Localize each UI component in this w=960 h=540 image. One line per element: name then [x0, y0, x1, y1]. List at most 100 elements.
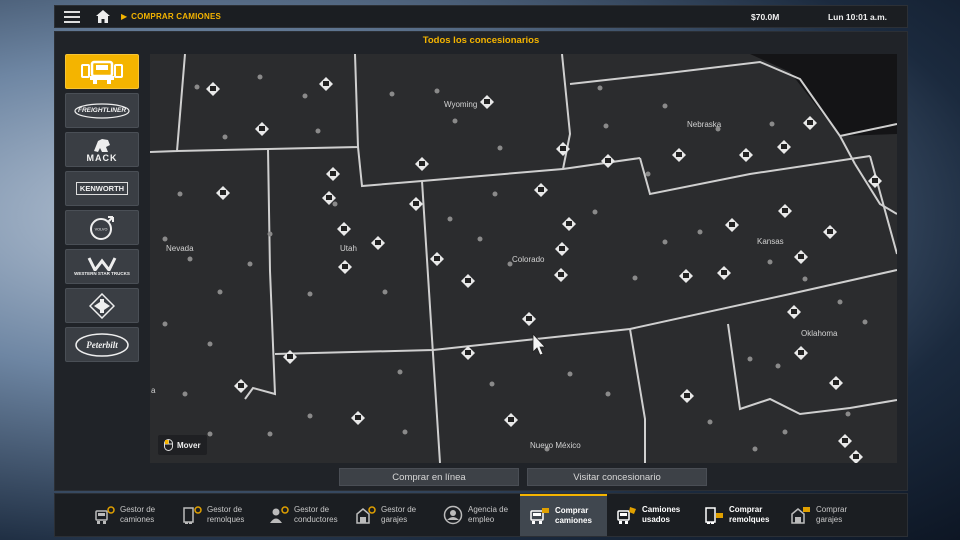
dealer-pin-icon[interactable] [326, 167, 340, 181]
menu-icon[interactable] [55, 5, 89, 28]
dealer-pin-icon[interactable] [337, 222, 351, 236]
home-icon[interactable] [89, 5, 117, 28]
dealer-pin-icon[interactable] [554, 268, 568, 282]
nav-truck-manager[interactable]: Gestor de camiones [85, 494, 172, 536]
buy-truck-icon [530, 508, 549, 524]
dealer-pin-icon[interactable] [794, 346, 808, 360]
brand-filter-freightliner[interactable]: FREIGHTLINER [65, 93, 139, 128]
dealer-pin-icon[interactable] [823, 225, 837, 239]
mover-label: Mover [177, 440, 201, 450]
mouse-icon [164, 439, 173, 451]
peterbilt-logo-icon [75, 332, 129, 357]
dealer-pin-icon[interactable] [216, 186, 230, 200]
nav-label: Gestor de garajes [381, 505, 417, 524]
brand-label: WESTERN STAR TRUCKS [74, 271, 130, 276]
nav-garage-manager[interactable]: Gestor de garajes [346, 494, 433, 536]
dealer-pin-icon[interactable] [234, 379, 248, 393]
brand-filter-volvo[interactable]: VOLVO [65, 210, 139, 245]
dealer-pin-icon[interactable] [777, 140, 791, 154]
dealer-pin-icon[interactable] [562, 217, 576, 231]
brand-label: MACK [86, 152, 118, 163]
dealer-pin-icon[interactable] [255, 122, 269, 136]
dealer-pin-icon[interactable] [461, 346, 475, 360]
dealer-pin-icon[interactable] [319, 77, 333, 91]
state-label-oklahoma: Oklahoma [801, 329, 838, 338]
dealer-pin-icon[interactable] [739, 148, 753, 162]
dealer-pin-icon[interactable] [838, 434, 852, 448]
nav-buy-trucks[interactable]: Comprar camiones [520, 494, 607, 536]
dealer-pin-icon[interactable] [679, 269, 693, 283]
game-time: Lun 10:01 a.m. [827, 11, 887, 22]
dealer-pin-icon[interactable] [338, 260, 352, 274]
dealer-pin-icon[interactable] [725, 218, 739, 232]
dealer-pin-icon[interactable] [787, 305, 801, 319]
map-canvas[interactable]: Nevada Utah Wyoming Colorado Nebraska Ka… [150, 54, 897, 463]
dealer-pin-icon[interactable] [555, 242, 569, 256]
nav-trailer-manager[interactable]: Gestor de remolques [172, 494, 259, 536]
brand-filter-all[interactable] [65, 54, 139, 89]
brand-label: FREIGHTLINER [77, 107, 127, 114]
dealer-pin-icon[interactable] [556, 142, 570, 156]
nav-label: Gestor de camiones [120, 505, 156, 524]
nav-buy-trailers[interactable]: Comprar remolques [694, 494, 781, 536]
nav-driver-manager[interactable]: Gestor de conductores [259, 494, 346, 536]
garage-gear-icon [356, 506, 376, 524]
dealer-pin-icon[interactable] [409, 197, 423, 211]
freightliner-logo-icon [74, 102, 130, 119]
nav-buy-garages[interactable]: Comprar garajes [781, 494, 868, 536]
dealer-pin-icon[interactable] [480, 95, 494, 109]
city-dots [162, 74, 868, 452]
dealers-map[interactable]: Nevada Utah Wyoming Colorado Nebraska Ka… [150, 54, 897, 463]
dealer-pin-icon[interactable] [504, 413, 518, 427]
buy-online-button[interactable]: Comprar en línea [339, 468, 519, 486]
dealer-pin-icon[interactable] [778, 204, 792, 218]
brand-filter-mack[interactable]: MACK [65, 132, 139, 167]
state-label-kansas: Kansas [757, 237, 784, 246]
state-label-utah: Utah [340, 244, 357, 253]
dealer-pin-icon[interactable] [868, 174, 882, 188]
dealer-pin-icon[interactable] [534, 183, 548, 197]
dealer-pin-icon[interactable] [415, 157, 429, 171]
trailer-gear-icon [183, 506, 202, 524]
nav-label: Gestor de remolques [207, 505, 245, 524]
nav-label: Camiones usados [642, 505, 681, 524]
state-borders [150, 54, 897, 463]
nav-used-trucks[interactable]: Camiones usados [607, 494, 694, 536]
dealer-pin-icon[interactable] [351, 411, 365, 425]
breadcrumb: COMPRAR CAMIONES [131, 12, 222, 21]
dealer-pin-icon[interactable] [803, 116, 817, 130]
brand-filter-peterbilt[interactable]: Peterbilt [65, 327, 139, 362]
brand-filter-western-star[interactable]: WESTERN STAR TRUCKS [65, 249, 139, 284]
brand-filter-kenworth[interactable]: KENWORTH [65, 171, 139, 206]
state-label-colorado: Colorado [512, 255, 545, 264]
panel-title: Todos los concesionarios [422, 35, 540, 46]
dealer-pin-icon[interactable] [672, 148, 686, 162]
dealer-pin-icon[interactable] [522, 312, 536, 326]
state-label-nebraska: Nebraska [687, 120, 722, 129]
driver-gear-icon [270, 506, 289, 523]
breadcrumb-arrow-icon: ▶ [121, 12, 128, 21]
dealer-pin-icon[interactable] [601, 154, 615, 168]
nav-employment-agency[interactable]: Agencia de empleo [433, 494, 520, 536]
dealer-pin-icon[interactable] [430, 252, 444, 266]
nav-label: Comprar garajes [816, 505, 848, 524]
dealer-pin-icon[interactable] [206, 82, 220, 96]
volvo-logo-icon: VOLVO [90, 215, 114, 240]
dealer-pin-icon[interactable] [371, 236, 385, 250]
state-label-nevada: Nevada [166, 244, 194, 253]
dealer-pin-icon[interactable] [717, 266, 731, 280]
dealer-pin-icon[interactable] [794, 250, 808, 264]
visit-dealer-button[interactable]: Visitar concesionario [527, 468, 707, 486]
brand-filter-international[interactable] [65, 288, 139, 323]
state-label-cut: a [151, 386, 156, 395]
brand-label: KENWORTH [75, 182, 129, 195]
dealer-pin-icon[interactable] [849, 450, 863, 463]
dealer-pin-icon[interactable] [283, 350, 297, 364]
used-truck-icon [617, 507, 636, 524]
dealer-pin-icon[interactable] [680, 389, 694, 403]
dealer-pin-icon[interactable] [829, 376, 843, 390]
dealer-pin-icon[interactable] [322, 191, 336, 205]
nav-label: Gestor de conductores [294, 505, 338, 524]
buy-garage-icon [791, 507, 810, 524]
dealer-pin-icon[interactable] [461, 274, 475, 288]
